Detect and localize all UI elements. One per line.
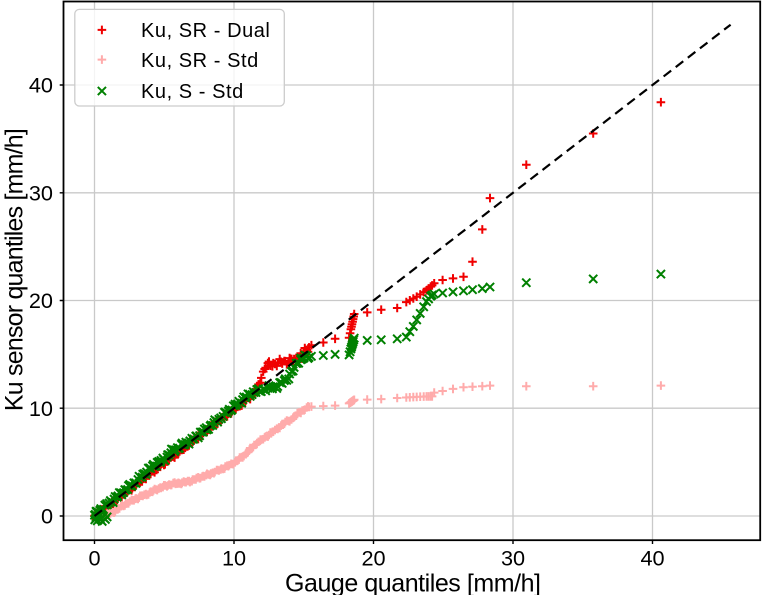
svg-text:Gauge quantiles [mm/h]: Gauge quantiles [mm/h] [285, 570, 541, 595]
svg-text:30: 30 [501, 545, 525, 570]
svg-text:20: 20 [29, 288, 53, 313]
svg-text:Ku, SR - Dual: Ku, SR - Dual [141, 20, 270, 42]
svg-text:Ku, SR - Std: Ku, SR - Std [141, 50, 259, 72]
svg-text:0: 0 [41, 504, 53, 529]
svg-text:40: 40 [29, 73, 53, 98]
svg-text:0: 0 [88, 545, 100, 570]
svg-text:10: 10 [222, 545, 246, 570]
svg-text:10: 10 [29, 396, 53, 421]
svg-text:Ku sensor quantiles [mm/h]: Ku sensor quantiles [mm/h] [1, 129, 29, 411]
svg-text:20: 20 [361, 545, 385, 570]
svg-text:40: 40 [640, 545, 664, 570]
svg-text:Ku, S - Std: Ku, S - Std [141, 81, 244, 103]
svg-text:30: 30 [29, 180, 53, 205]
